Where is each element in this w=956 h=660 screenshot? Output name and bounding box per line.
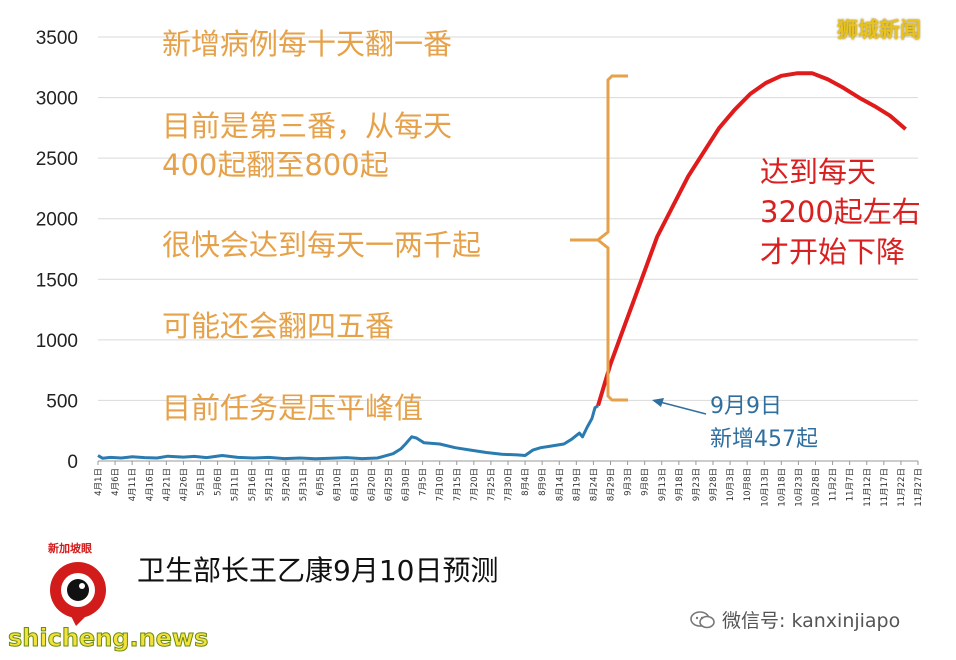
point-arrow-head	[652, 398, 664, 407]
x-tick-label: 7月5日	[419, 468, 429, 496]
series-projection-line	[596, 71, 907, 407]
y-tick-label: 3500	[36, 28, 78, 49]
gridlines	[98, 36, 918, 462]
annotation-left-1: 新增病例每十天翻一番	[162, 27, 452, 61]
x-axis-ticks: 4月1日 4月6日 4月11日 4月16日 4月21日 4月26日 5月1日 5月6日 5月11…	[94, 461, 924, 507]
annotation-left-6: 目前任务是压平峰值	[162, 391, 423, 425]
x-tick-label: 9月3日	[624, 468, 634, 496]
x-tick-label: 5月6日	[214, 468, 224, 496]
logo-icon	[50, 562, 106, 626]
wechat-icon	[690, 611, 715, 629]
x-tick-label: 10月28日	[812, 468, 822, 507]
logo-text: 新加坡眼	[48, 542, 92, 555]
x-tick-label: 5月26日	[282, 468, 292, 501]
caption: 卫生部长王乙康9月10日预测	[137, 554, 499, 587]
annotation-left-2: 目前是第三番，从每天	[162, 109, 452, 143]
x-tick-label: 8月24日	[589, 468, 599, 501]
y-tick-label: 0	[67, 452, 78, 473]
annotation-right-1: 达到每天	[760, 155, 876, 189]
x-tick-label: 4月11日	[128, 468, 138, 501]
y-tick-label: 3000	[36, 89, 78, 110]
x-tick-label: 7月25日	[487, 468, 497, 501]
x-tick-label: 6月30日	[402, 468, 412, 501]
x-tick-label: 6月10日	[333, 468, 343, 501]
x-tick-label: 11月12日	[863, 468, 873, 507]
wechat-id: 微信号: kanxinjiapo	[690, 606, 900, 633]
x-tick-label: 10月3日	[726, 468, 736, 501]
x-tick-label: 6月15日	[350, 468, 360, 501]
x-tick-label: 10月18日	[777, 468, 787, 507]
series-lines	[97, 71, 907, 461]
annotation-left-4: 很快会达到每天一两千起	[162, 228, 481, 262]
x-tick-label: 4月6日	[111, 468, 121, 496]
y-tick-label: 1000	[36, 331, 78, 352]
x-tick-label: 11月17日	[880, 468, 890, 507]
x-tick-label: 11月2日	[829, 468, 839, 501]
x-tick-label: 10月8日	[743, 468, 753, 501]
x-tick-label: 5月16日	[248, 468, 258, 501]
annotation-left-3: 400起翻至800起	[162, 148, 389, 182]
x-tick-label: 4月21日	[162, 468, 172, 501]
x-tick-label: 8月14日	[555, 468, 565, 501]
x-tick-label: 6月5日	[316, 468, 326, 496]
point-arrow	[659, 401, 707, 415]
x-tick-label: 8月4日	[521, 468, 531, 496]
annotation-point-1: 9月9日	[710, 394, 782, 419]
x-tick-label: 11月7日	[846, 468, 856, 501]
site-watermark: shicheng.news	[7, 624, 209, 653]
x-tick-label: 11月27日	[914, 468, 924, 507]
series-actual-line	[97, 404, 599, 461]
x-tick-label: 8月9日	[538, 468, 548, 496]
x-tick-label: 6月25日	[384, 468, 394, 501]
x-tick-label: 8月29日	[607, 468, 617, 501]
x-tick-label: 5月1日	[197, 468, 207, 496]
x-tick-label: 9月18日	[675, 468, 685, 501]
x-tick-label: 9月13日	[658, 468, 668, 501]
x-tick-label: 8月19日	[572, 468, 582, 501]
x-tick-label: 11月22日	[897, 468, 907, 507]
x-tick-label: 4月16日	[145, 468, 155, 501]
y-tick-label: 1500	[36, 270, 78, 291]
x-tick-label: 9月8日	[641, 468, 651, 496]
x-tick-label: 7月10日	[436, 468, 446, 501]
x-tick-label: 10月13日	[760, 468, 770, 507]
wechat-text: 微信号: kanxinjiapo	[722, 610, 901, 632]
x-tick-label: 4月26日	[179, 468, 189, 501]
y-axis-ticks: 0 500 1000 1500 2000 2500 3000 3500	[36, 28, 78, 473]
y-tick-label: 500	[46, 391, 78, 412]
y-tick-label: 2500	[36, 149, 78, 170]
y-tick-label: 2000	[36, 210, 78, 231]
annotation-right-2: 3200起左右	[760, 195, 921, 229]
bracket	[595, 74, 628, 402]
annotation-point-2: 新增457起	[710, 427, 818, 452]
x-tick-label: 5月21日	[265, 468, 275, 501]
annotation-right-3: 才开始下降	[760, 235, 905, 269]
x-tick-label: 9月28日	[709, 468, 719, 501]
x-tick-label: 7月20日	[470, 468, 480, 501]
x-tick-label: 7月15日	[453, 468, 463, 501]
x-tick-label: 4月1日	[94, 468, 104, 496]
x-tick-label: 10月23日	[794, 468, 804, 507]
brand-watermark: 狮城新闻	[837, 18, 921, 42]
annotation-left-5: 可能还会翻四五番	[162, 309, 394, 343]
x-tick-label: 9月23日	[692, 468, 702, 501]
x-tick-label: 6月20日	[367, 468, 377, 501]
x-tick-label: 7月30日	[504, 468, 514, 501]
x-tick-label: 5月31日	[299, 468, 309, 501]
x-tick-label: 5月11日	[231, 468, 241, 501]
